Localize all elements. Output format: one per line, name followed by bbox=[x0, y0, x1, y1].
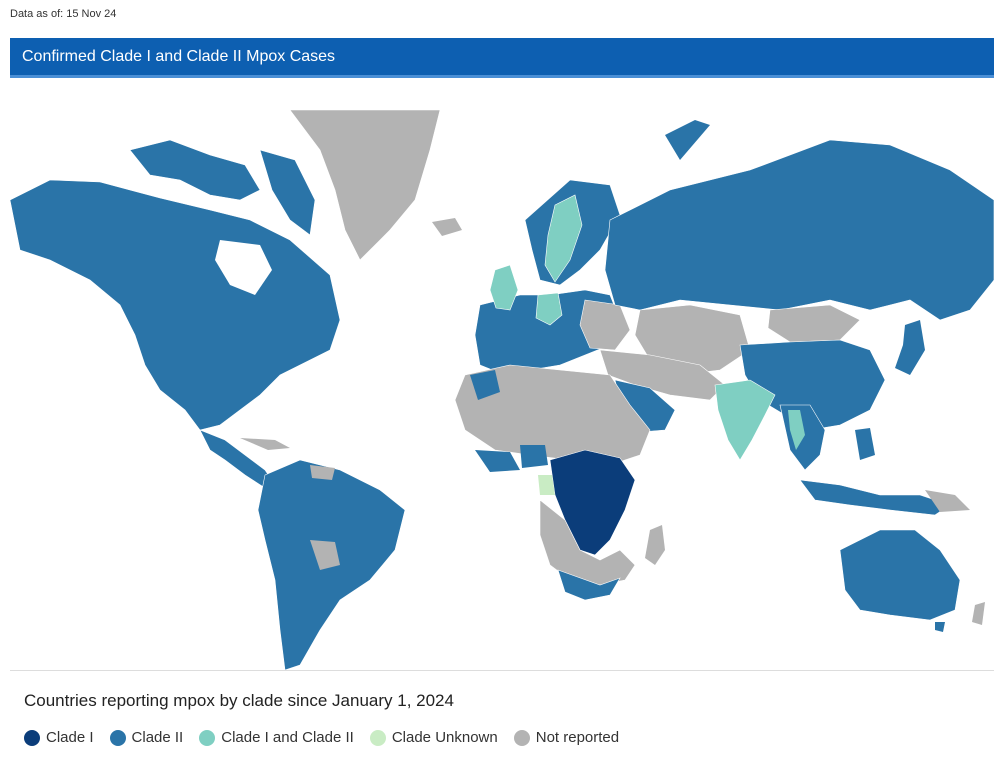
region-greenland[interactable] bbox=[289, 109, 441, 261]
world-map-svg bbox=[9, 109, 995, 671]
map-title-bar: Confirmed Clade I and Clade II Mpox Case… bbox=[10, 38, 994, 78]
region-iceland[interactable] bbox=[432, 218, 462, 236]
region-arctic-islands[interactable] bbox=[129, 139, 261, 201]
region-papua[interactable] bbox=[925, 490, 970, 512]
legend-title: Countries reporting mpox by clade since … bbox=[24, 691, 454, 710]
legend-label: Clade II bbox=[131, 729, 184, 746]
region-nigeria[interactable] bbox=[520, 445, 548, 468]
legend-panel: Countries reporting mpox by clade since … bbox=[10, 670, 994, 771]
map-title: Confirmed Clade I and Clade II Mpox Case… bbox=[22, 47, 336, 65]
region-north-africa[interactable] bbox=[454, 364, 651, 466]
region-central-africa[interactable] bbox=[549, 449, 636, 556]
region-thailand[interactable] bbox=[788, 410, 805, 450]
legend-label: Clade I bbox=[46, 729, 94, 746]
legend-label: Clade I and Clade II bbox=[221, 729, 354, 746]
region-eastern-europe[interactable] bbox=[579, 299, 631, 351]
region-india[interactable] bbox=[714, 379, 776, 461]
legend-swatch-clade-unknown bbox=[369, 729, 386, 746]
region-sweden[interactable] bbox=[544, 194, 583, 283]
hudson-bay bbox=[215, 240, 272, 295]
legend-label: Not reported bbox=[535, 729, 620, 746]
region-indonesia[interactable] bbox=[799, 479, 951, 516]
legend-item-clade-2[interactable]: Clade II bbox=[109, 729, 184, 746]
region-north-america[interactable] bbox=[9, 179, 341, 431]
region-philippines[interactable] bbox=[855, 428, 875, 460]
region-west-africa[interactable] bbox=[475, 450, 520, 472]
region-japan[interactable] bbox=[895, 320, 925, 375]
legend-swatch-not-reported bbox=[513, 729, 530, 746]
region-morocco[interactable] bbox=[470, 370, 500, 400]
region-guianas[interactable] bbox=[310, 465, 335, 480]
region-bolivia-paraguay[interactable] bbox=[310, 540, 340, 570]
region-caribbean[interactable] bbox=[240, 438, 290, 450]
data-as-of-label: Data as of: 15 Nov 24 bbox=[10, 8, 117, 20]
legend-items: Clade I Clade II Clade I and Clade II Cl… bbox=[24, 729, 635, 746]
region-south-africa[interactable] bbox=[557, 569, 621, 601]
region-gabon[interactable] bbox=[538, 475, 555, 495]
region-new-zealand[interactable] bbox=[972, 602, 985, 625]
region-germany[interactable] bbox=[535, 292, 563, 326]
region-novaya-zemlya[interactable] bbox=[665, 120, 710, 160]
region-australia[interactable] bbox=[839, 529, 961, 621]
region-baffin[interactable] bbox=[259, 149, 316, 236]
legend-item-clade-unknown[interactable]: Clade Unknown bbox=[369, 729, 498, 746]
region-russia[interactable] bbox=[604, 139, 995, 321]
legend-item-clade-1[interactable]: Clade I bbox=[24, 729, 94, 746]
region-central-america[interactable] bbox=[199, 429, 276, 489]
legend-swatch-clade-2 bbox=[109, 729, 126, 746]
region-madagascar[interactable] bbox=[645, 525, 665, 565]
region-united-kingdom[interactable] bbox=[489, 264, 519, 311]
legend-swatch-both-clades bbox=[199, 729, 216, 746]
legend-item-not-reported[interactable]: Not reported bbox=[513, 729, 620, 746]
region-southern-africa[interactable] bbox=[539, 499, 636, 586]
world-map[interactable] bbox=[9, 109, 995, 671]
legend-swatch-clade-1 bbox=[24, 729, 40, 746]
region-middle-east[interactable] bbox=[599, 349, 726, 401]
legend-label: Clade Unknown bbox=[391, 729, 498, 746]
region-mongolia[interactable] bbox=[767, 304, 861, 343]
legend-item-both-clades[interactable]: Clade I and Clade II bbox=[199, 729, 354, 746]
region-tasmania[interactable] bbox=[935, 622, 945, 632]
